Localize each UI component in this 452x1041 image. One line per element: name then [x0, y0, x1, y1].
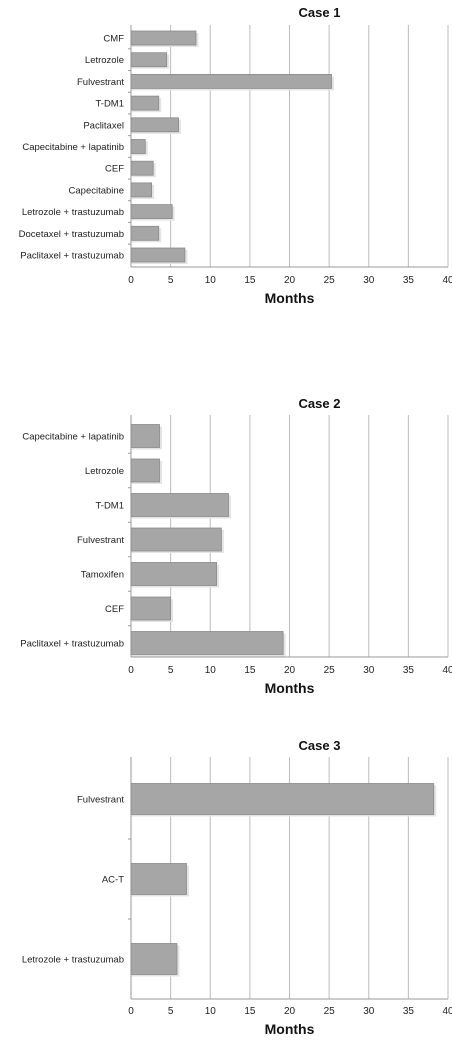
category-label: Capecitabine + lapatinib: [22, 142, 124, 153]
x-tick-label: 0: [128, 665, 134, 676]
bar: [130, 204, 173, 220]
bar: [130, 74, 332, 89]
x-tick-label: 5: [168, 1006, 174, 1017]
category-label: CEF: [105, 164, 124, 175]
category-label: Letrozole + trastuzumab: [22, 207, 124, 218]
x-tick-label: 15: [244, 665, 256, 676]
bar: [130, 30, 197, 46]
x-tick-label: 10: [205, 665, 217, 676]
chart-case-1: Case 1 0 5 10 15 20 25 30 35 40 CMF Letrozole Fulves…: [19, 5, 452, 306]
bar: [130, 943, 178, 975]
bar: [130, 160, 154, 176]
category-label: Paclitaxel + trastuzumab: [20, 639, 124, 650]
bar: [130, 424, 160, 448]
bar: [130, 247, 186, 263]
x-tick-label: 10: [205, 1006, 217, 1017]
category-label: T-DM1: [96, 99, 125, 110]
bar: [130, 783, 435, 815]
chart-title: Case 2: [299, 396, 341, 411]
x-tick-label: 5: [168, 665, 174, 676]
chart-title: Case 1: [299, 5, 341, 20]
category-label: Paclitaxel + trastuzumab: [20, 251, 124, 262]
category-label: Fulvestrant: [77, 77, 124, 88]
bar: [130, 493, 229, 517]
x-tick-label: 40: [442, 665, 452, 676]
x-tick-label: 20: [284, 665, 296, 676]
x-tick-label: 25: [324, 275, 336, 286]
x-tick-label: 0: [128, 275, 134, 286]
bar: [130, 117, 179, 133]
category-label: Letrozole: [85, 55, 124, 66]
x-tick-label: 35: [403, 665, 415, 676]
x-axis-title: Months: [265, 1021, 315, 1037]
category-label: Fulvestrant: [77, 795, 124, 806]
category-label: Fulvestrant: [77, 535, 124, 546]
category-label: Tamoxifen: [81, 570, 124, 581]
category-label: Paclitaxel: [83, 120, 124, 131]
bar: [130, 458, 160, 483]
x-axis-title: Months: [265, 290, 315, 306]
x-tick-label: 35: [403, 1006, 415, 1017]
bar: [130, 52, 168, 68]
x-tick-label: 20: [284, 1006, 296, 1017]
x-tick-label: 25: [324, 1006, 336, 1017]
x-tick-label: 30: [363, 1006, 375, 1017]
category-label: CMF: [103, 34, 124, 45]
x-axis-title: Months: [265, 680, 315, 696]
x-tick-label: 35: [403, 275, 415, 286]
bar: [130, 527, 222, 552]
x-tick-label: 15: [244, 275, 256, 286]
category-label: AC-T: [102, 875, 124, 886]
bar: [130, 863, 187, 895]
bar: [130, 225, 160, 241]
bar: [130, 139, 146, 154]
bar: [130, 182, 153, 198]
category-label: Capecitabine + lapatinib: [22, 432, 124, 443]
category-label: Docetaxel + trastuzumab: [19, 229, 124, 240]
x-tick-label: 20: [284, 275, 296, 286]
x-tick-label: 10: [205, 275, 217, 286]
x-tick-label: 5: [168, 275, 174, 286]
category-label: T-DM1: [96, 501, 125, 512]
chart-title: Case 3: [299, 738, 341, 753]
bar: [130, 562, 217, 586]
x-tick-label: 25: [324, 665, 336, 676]
x-tick-label: 40: [442, 275, 452, 286]
x-tick-label: 30: [363, 665, 375, 676]
category-label: CEF: [105, 604, 124, 615]
chart-case-2: Case 2 0 5 10 15 20 25 30 35 40 Capecitabine + lap…: [20, 396, 452, 696]
x-tick-label: 15: [244, 1006, 256, 1017]
category-label: Capecitabine: [69, 185, 124, 196]
x-tick-label: 40: [442, 1006, 452, 1017]
bar: [130, 95, 160, 111]
category-label: Letrozole: [85, 466, 124, 477]
chart-case-3: Case 3 0 5 10 15 20 25 30 35 40 Fulvestrant AC-T Let…: [22, 738, 452, 1037]
bar: [130, 631, 284, 655]
x-tick-label: 30: [363, 275, 375, 286]
x-tick-label: 0: [128, 1006, 134, 1017]
bar: [130, 596, 172, 621]
category-label: Letrozole + trastuzumab: [22, 955, 124, 966]
